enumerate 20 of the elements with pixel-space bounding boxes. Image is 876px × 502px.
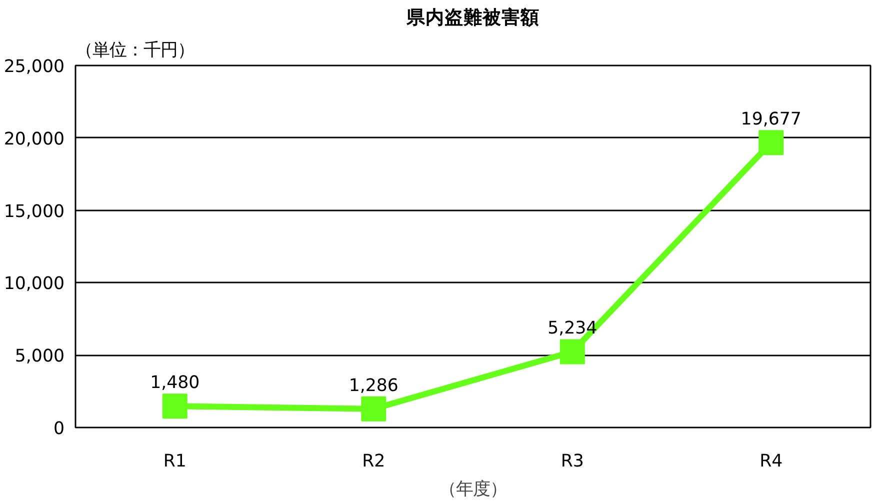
x-tick-label: R3	[560, 452, 584, 472]
point	[758, 130, 784, 156]
point	[560, 339, 585, 364]
x-axis-title: （年度）	[439, 480, 507, 500]
y-tick-label: 15,000	[4, 202, 65, 222]
y-tick-label: 25,000	[4, 57, 65, 77]
chart-title: 県内盗難被害額	[406, 6, 540, 28]
data-label: 1,480	[150, 373, 200, 394]
x-tick-label: R1	[163, 452, 186, 472]
data-label: 1,286	[348, 376, 398, 396]
y-tick-label: 20,000	[4, 129, 65, 150]
point	[162, 394, 188, 419]
x-tick-label: R2	[362, 452, 386, 472]
y-tick-label: 5,000	[14, 346, 65, 367]
data-label: 19,677	[740, 110, 802, 130]
y-tick-label: 10,000	[4, 274, 65, 294]
y-axis-title: （単位：千円）	[76, 40, 194, 60]
point	[361, 396, 386, 422]
x-tick-label: R4	[760, 452, 783, 472]
y-tick-label: 0	[53, 419, 65, 439]
